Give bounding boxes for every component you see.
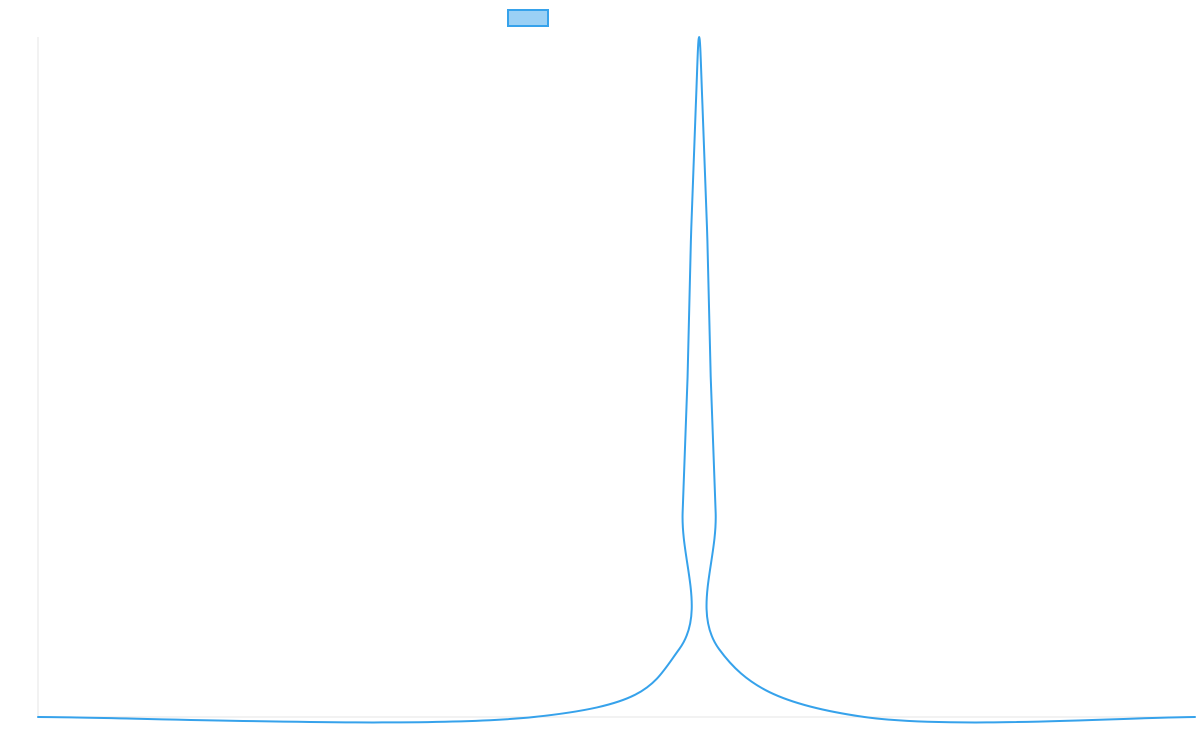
legend-swatch-0 [507, 9, 549, 27]
series-line-0 [37, 36, 1196, 724]
